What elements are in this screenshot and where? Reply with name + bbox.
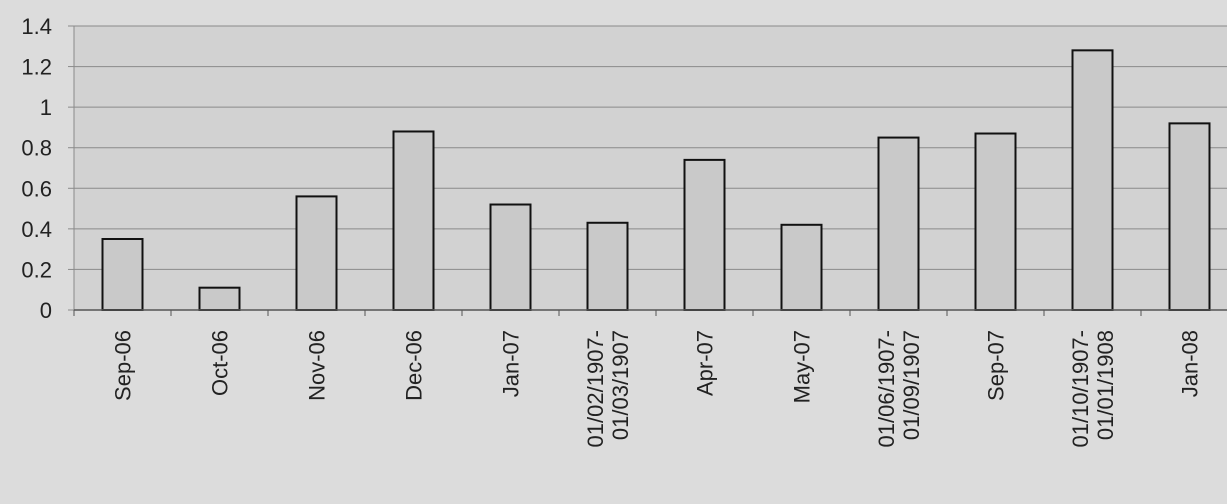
x-tick-label: Jan-07 bbox=[499, 330, 524, 397]
x-tick-label: 01/06/1907- bbox=[874, 330, 899, 447]
x-tick-label: Oct-06 bbox=[208, 330, 233, 396]
y-tick-label: 0.8 bbox=[21, 136, 52, 161]
x-tick-label: 01/03/1907 bbox=[608, 330, 633, 440]
bar bbox=[392, 130, 435, 311]
grid-layer bbox=[74, 25, 1227, 310]
y-tick-label: 0 bbox=[40, 298, 52, 323]
bar bbox=[586, 221, 629, 311]
bar bbox=[1071, 49, 1114, 311]
bar bbox=[877, 136, 920, 311]
bar bbox=[1168, 122, 1211, 311]
x-tick-label: Dec-06 bbox=[402, 330, 427, 401]
x-tick-label: 01/01/1908 bbox=[1093, 330, 1118, 440]
bar bbox=[683, 158, 726, 311]
y-tick-label: 0.4 bbox=[21, 217, 52, 242]
y-tick-label: 1.2 bbox=[21, 55, 52, 80]
x-tick-label: Apr-07 bbox=[693, 330, 718, 396]
x-tick-label: May-07 bbox=[790, 330, 815, 403]
x-tick-labels: Sep-06 Oct-06 Nov-06 Dec-06 Jan-07 01/02/1907… bbox=[111, 330, 1203, 447]
x-tick-label: 01/02/1907- bbox=[583, 330, 608, 447]
y-tick-label: 0.2 bbox=[21, 257, 52, 282]
y-tick-label: 0.6 bbox=[21, 176, 52, 201]
axis-layer bbox=[68, 25, 1227, 316]
x-tick-label: 01/09/1907 bbox=[899, 330, 924, 440]
x-tick-label: Sep-07 bbox=[984, 330, 1009, 401]
x-tick-label: Nov-06 bbox=[305, 330, 330, 401]
x-tick-label: 01/10/1907- bbox=[1068, 330, 1093, 447]
bar bbox=[974, 132, 1017, 311]
x-tick-label: Jan-08 bbox=[1178, 330, 1203, 397]
bar bbox=[198, 286, 241, 311]
x-tick-label: Sep-06 bbox=[111, 330, 136, 401]
bar bbox=[295, 195, 338, 311]
plot-area bbox=[74, 26, 1227, 310]
bar bbox=[101, 238, 144, 311]
y-tick-label: 1 bbox=[40, 95, 52, 120]
bar bbox=[489, 203, 532, 311]
y-tick-labels: 0 0.2 0.4 0.6 0.8 1 1.2 1.4 bbox=[21, 14, 52, 323]
y-tick-label: 1.4 bbox=[21, 14, 52, 39]
bar bbox=[780, 223, 823, 311]
